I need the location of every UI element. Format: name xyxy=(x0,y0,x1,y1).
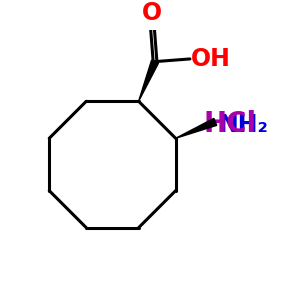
Polygon shape xyxy=(139,60,158,101)
Text: OH: OH xyxy=(191,47,231,71)
Polygon shape xyxy=(176,118,217,138)
Text: HCl: HCl xyxy=(204,110,257,138)
Text: NH₂: NH₂ xyxy=(218,112,268,136)
Text: O: O xyxy=(142,1,162,25)
